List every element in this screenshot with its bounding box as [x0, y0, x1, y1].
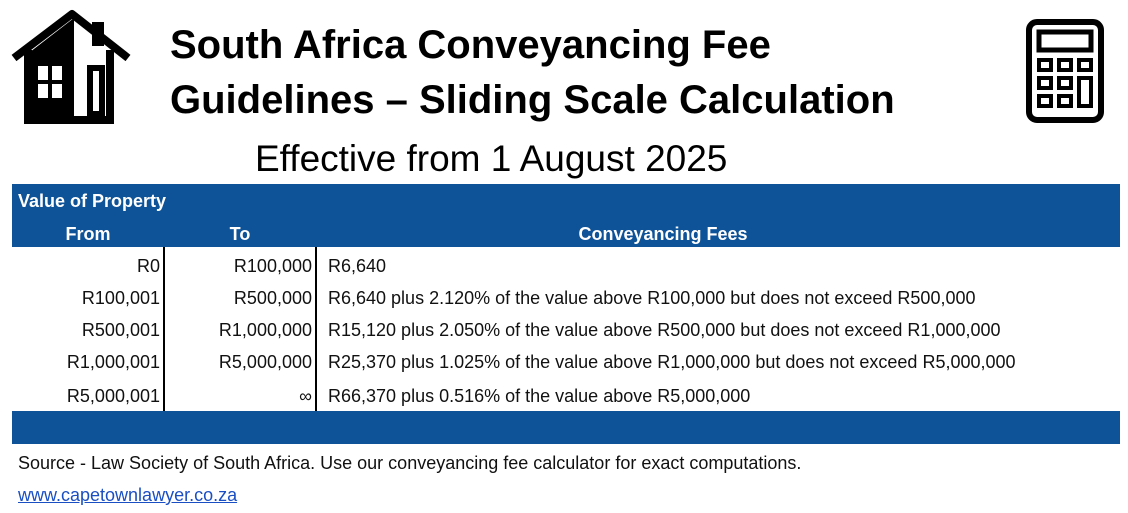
- column-header: To: [229, 224, 251, 244]
- table-cell: R1,000,000: [218, 320, 312, 340]
- title-line: South Africa Conveyancing Fee: [170, 23, 771, 67]
- house-icon: [11, 10, 131, 124]
- table-cell: R6,640: [328, 256, 387, 276]
- column-header: From: [65, 224, 111, 244]
- table-cell: R0: [136, 256, 160, 276]
- table-cell: R1,000,001: [66, 352, 160, 372]
- subtitle: Effective from 1 August 2025: [255, 138, 728, 179]
- table-cell: R500,001: [81, 320, 160, 340]
- table-cell: R6,640 plus 2.120% of the value above R1…: [328, 288, 976, 308]
- table-cell: R100,001: [81, 288, 160, 308]
- table-cell: R25,370 plus 1.025% of the value above R…: [328, 352, 1016, 372]
- table-cell: R15,120 plus 2.050% of the value above R…: [328, 320, 1001, 340]
- group-header: Value of Property: [18, 191, 167, 211]
- title-line: Guidelines – Sliding Scale Calculation: [170, 78, 895, 122]
- calculator-icon: [1026, 19, 1104, 123]
- column-divider: [315, 247, 317, 411]
- table-cell: R100,000: [233, 256, 312, 276]
- table-cell: R500,000: [233, 288, 312, 308]
- table-header: [12, 184, 1120, 247]
- website-link[interactable]: www.capetownlawyer.co.za: [18, 485, 238, 505]
- table-footer: [12, 411, 1120, 444]
- table-cell: ∞: [299, 386, 312, 406]
- table-cell: R5,000,000: [218, 352, 312, 372]
- table-cell: R5,000,001: [66, 386, 160, 406]
- column-header: Conveyancing Fees: [578, 224, 748, 244]
- column-divider: [163, 247, 165, 411]
- table-cell: R66,370 plus 0.516% of the value above R…: [328, 386, 751, 406]
- source-note: Source - Law Society of South Africa. Us…: [18, 453, 802, 473]
